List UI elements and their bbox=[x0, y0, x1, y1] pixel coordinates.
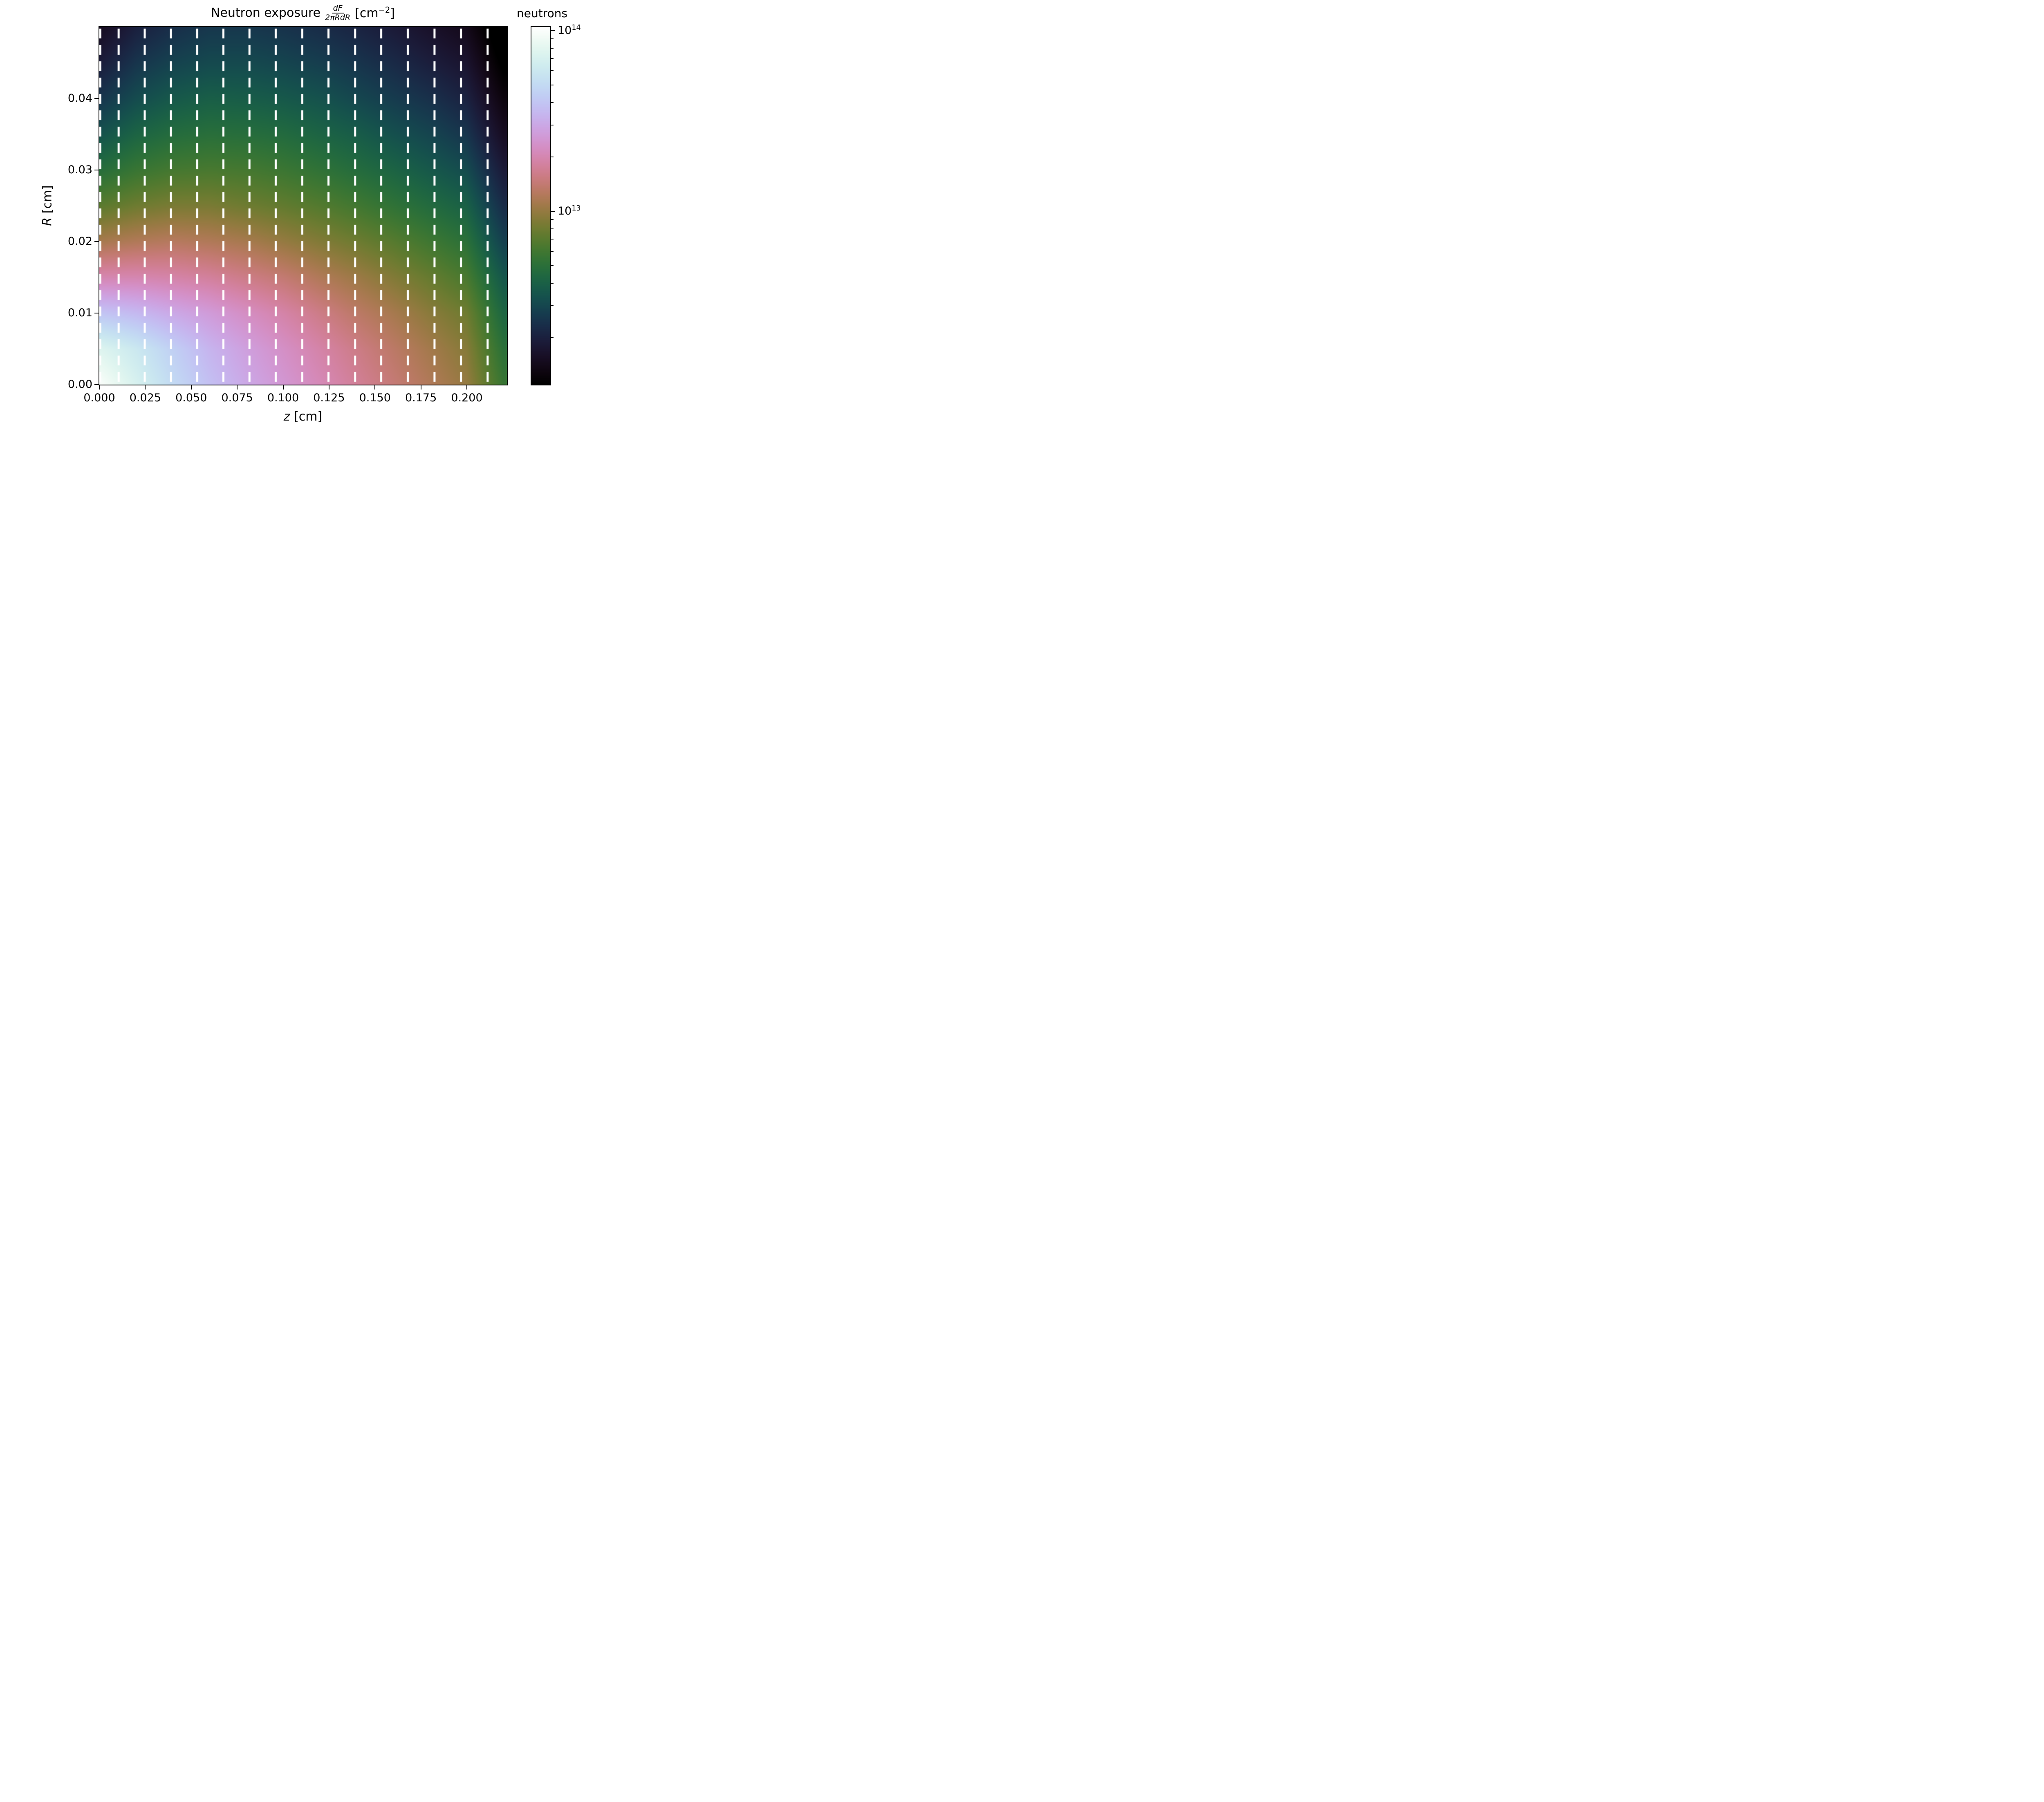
y-tick bbox=[94, 98, 99, 99]
colorbar-minor-tick bbox=[551, 219, 554, 220]
x-axis-label: z [cm] bbox=[283, 410, 323, 424]
y-tick bbox=[94, 384, 99, 385]
colorbar-major-tick bbox=[551, 30, 555, 31]
colorbar-minor-tick bbox=[551, 38, 554, 40]
x-tick-label: 0.150 bbox=[359, 392, 391, 404]
title-unit: [cm−2] bbox=[355, 5, 395, 21]
y-tick-label: 0.00 bbox=[67, 378, 92, 391]
x-tick bbox=[191, 385, 192, 390]
colorbar-canvas bbox=[531, 27, 550, 385]
y-tick-label: 0.01 bbox=[67, 307, 92, 319]
colorbar-minor-tick bbox=[551, 70, 554, 71]
colorbar-tick-label: 1014 bbox=[558, 23, 581, 37]
colorbar-minor-tick bbox=[551, 251, 554, 252]
x-tick bbox=[282, 385, 284, 390]
colorbar-minor-tick bbox=[551, 47, 554, 49]
x-tick-label: 0.000 bbox=[83, 392, 115, 404]
y-tick-label: 0.02 bbox=[67, 235, 92, 248]
x-tick bbox=[99, 385, 100, 390]
colorbar-minor-tick bbox=[551, 239, 554, 240]
plot-title-text: Neutron exposure bbox=[211, 6, 321, 20]
plot-title: Neutron exposure dF 2πRdR [cm−2] bbox=[211, 4, 395, 22]
colorbar-tick-label: 1013 bbox=[558, 204, 581, 217]
title-fraction-denominator: 2πRdR bbox=[325, 13, 351, 22]
colorbar-minor-tick bbox=[551, 282, 554, 284]
x-tick bbox=[237, 385, 238, 390]
figure: Neutron exposure dF 2πRdR [cm−2] z [cm] … bbox=[0, 0, 644, 450]
colorbar-minor-tick bbox=[551, 228, 554, 229]
title-fraction: dF 2πRdR bbox=[325, 4, 350, 22]
colorbar-minor-tick bbox=[551, 337, 554, 338]
x-tick-label: 0.075 bbox=[221, 392, 253, 404]
y-tick-label: 0.03 bbox=[67, 163, 92, 176]
y-tick bbox=[94, 241, 99, 242]
y-axis-label: R [cm] bbox=[40, 185, 55, 226]
colorbar-major-tick bbox=[551, 210, 555, 212]
x-tick bbox=[145, 385, 146, 390]
x-tick-label: 0.100 bbox=[267, 392, 299, 404]
colorbar-title: neutrons bbox=[516, 7, 568, 20]
colorbar-minor-tick bbox=[551, 305, 554, 306]
x-tick-label: 0.050 bbox=[175, 392, 207, 404]
title-fraction-numerator: dF bbox=[332, 4, 344, 13]
y-tick-label: 0.04 bbox=[67, 92, 92, 105]
x-tick bbox=[374, 385, 376, 390]
heatmap-canvas bbox=[99, 27, 507, 385]
x-tick-label: 0.025 bbox=[129, 392, 161, 404]
x-tick-label: 0.175 bbox=[405, 392, 437, 404]
colorbar-minor-tick bbox=[551, 102, 554, 103]
x-tick-label: 0.125 bbox=[313, 392, 345, 404]
colorbar-minor-tick bbox=[551, 265, 554, 266]
colorbar-minor-tick bbox=[551, 58, 554, 59]
x-tick bbox=[466, 385, 467, 390]
x-tick-label: 0.200 bbox=[451, 392, 483, 404]
